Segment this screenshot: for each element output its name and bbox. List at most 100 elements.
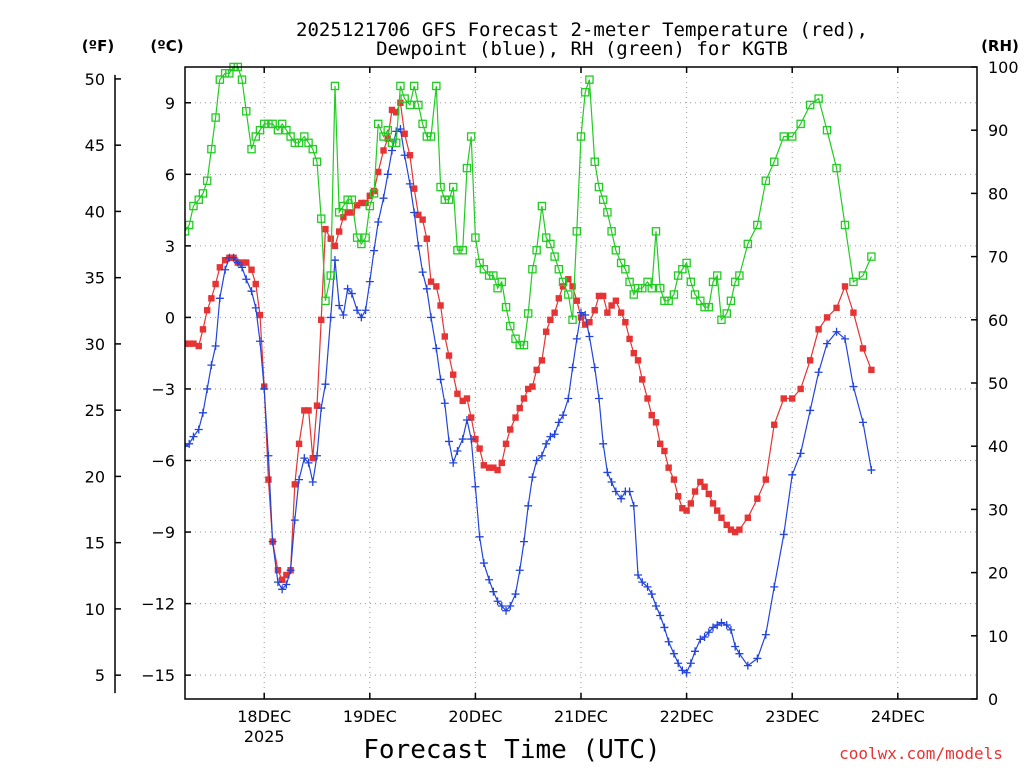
rh-point [590, 157, 599, 167]
dewpoint-point [506, 601, 515, 610]
dewpoint-point [400, 151, 409, 160]
rh-point [537, 201, 547, 211]
temperature-point [388, 106, 396, 114]
rh-tick-label: 20 [988, 564, 1008, 583]
dewpoint-point [300, 454, 309, 463]
dewpoint-point [577, 308, 585, 317]
dewpoint-point [629, 501, 638, 510]
temperature-point [494, 466, 501, 474]
dewpoint-point [343, 284, 352, 293]
celsius-tick-label: −12 [141, 595, 175, 614]
dewpoint-point [440, 399, 449, 408]
dewpoint-point [383, 170, 392, 179]
dewpoint-point [335, 301, 344, 310]
temperature-point [559, 283, 567, 290]
temperature-point [648, 411, 655, 419]
dewpoint-point [361, 306, 370, 315]
dewpoint-point [634, 570, 643, 579]
dewpoint-point [414, 241, 423, 250]
rh-point [594, 182, 604, 192]
dewpoint-point [611, 487, 620, 496]
rh-point [436, 182, 445, 192]
rh-point [603, 208, 612, 217]
temperature-point [652, 419, 660, 426]
dewpoint-point [189, 432, 198, 441]
rh-point [647, 283, 657, 293]
dewpoint-point [242, 275, 251, 284]
rh-point [453, 246, 462, 255]
temperature-point [780, 395, 787, 402]
temperature-point [736, 526, 743, 533]
rh-point [497, 277, 507, 287]
rh-point [722, 309, 731, 318]
rh-point [822, 125, 832, 135]
dewpoint-point [524, 501, 533, 510]
dewpoint-point [410, 208, 419, 217]
temperature-point [375, 168, 382, 176]
rh-tick-label: 40 [988, 437, 1008, 456]
temperature-point [599, 292, 607, 300]
temperature-point [691, 488, 699, 495]
temperature-point [318, 316, 325, 323]
dewpoint-point [479, 559, 488, 568]
rh-point [637, 283, 647, 293]
dewpoint-point [823, 339, 832, 348]
data-series [185, 62, 876, 677]
series-dewpoint [185, 125, 876, 677]
dewpoint-point [594, 394, 603, 403]
temperature-point [248, 266, 255, 273]
dewpoint-point [313, 451, 321, 460]
rh-point [247, 144, 256, 154]
dewpoint-point [321, 380, 330, 389]
dewpoint-point [392, 127, 401, 136]
dewpoint-point [330, 256, 339, 265]
rh-point [611, 246, 621, 255]
temperature-point [617, 309, 625, 316]
rh-point [726, 296, 736, 306]
celsius-tick-label: 6 [165, 165, 175, 184]
dewpoint-point [691, 647, 700, 656]
fahrenheit-tick-label: 25 [85, 401, 105, 420]
temperature-point [714, 507, 721, 514]
rh-point [426, 132, 436, 141]
rh-point [501, 302, 511, 312]
dewpoint-point [251, 303, 260, 312]
temperature-point [498, 459, 505, 467]
dewpoint-point [717, 618, 726, 627]
temperature-point [295, 440, 303, 448]
temperature-point [823, 314, 831, 321]
dewpoint-point [651, 601, 660, 610]
temperature-point [744, 514, 752, 521]
fahrenheit-tick-label: 35 [85, 269, 105, 288]
rh-point [546, 239, 555, 249]
fahrenheit-tick-label: 50 [85, 70, 105, 89]
temperature-point [754, 495, 761, 502]
dewpoint-point [449, 458, 458, 467]
temperature-point [533, 366, 540, 374]
dewpoint-point [511, 590, 520, 599]
rh-point [580, 88, 590, 97]
temperature-point [490, 464, 497, 471]
rh-point [330, 81, 340, 91]
dewpoint-point [726, 625, 735, 634]
dewpoint-point [519, 537, 528, 546]
rh-point [369, 189, 379, 198]
dewpoint-point [713, 621, 722, 630]
x-tick-label: 24DEC [871, 707, 925, 726]
rh-point [466, 132, 476, 141]
dewpoint-point [841, 334, 849, 343]
rh-point [712, 271, 722, 280]
temperature-point [463, 395, 471, 402]
temperature-point [322, 225, 329, 233]
temperature-point [551, 309, 558, 316]
temperature-point [859, 345, 867, 352]
rh-point [664, 296, 673, 306]
rh-point [796, 119, 805, 129]
dewpoint-point [696, 635, 705, 644]
temperature-point [797, 385, 804, 393]
rh-point [458, 246, 467, 255]
dewpoint-point [700, 632, 709, 641]
dewpoint-point [260, 384, 269, 393]
temperature-point [274, 567, 282, 574]
